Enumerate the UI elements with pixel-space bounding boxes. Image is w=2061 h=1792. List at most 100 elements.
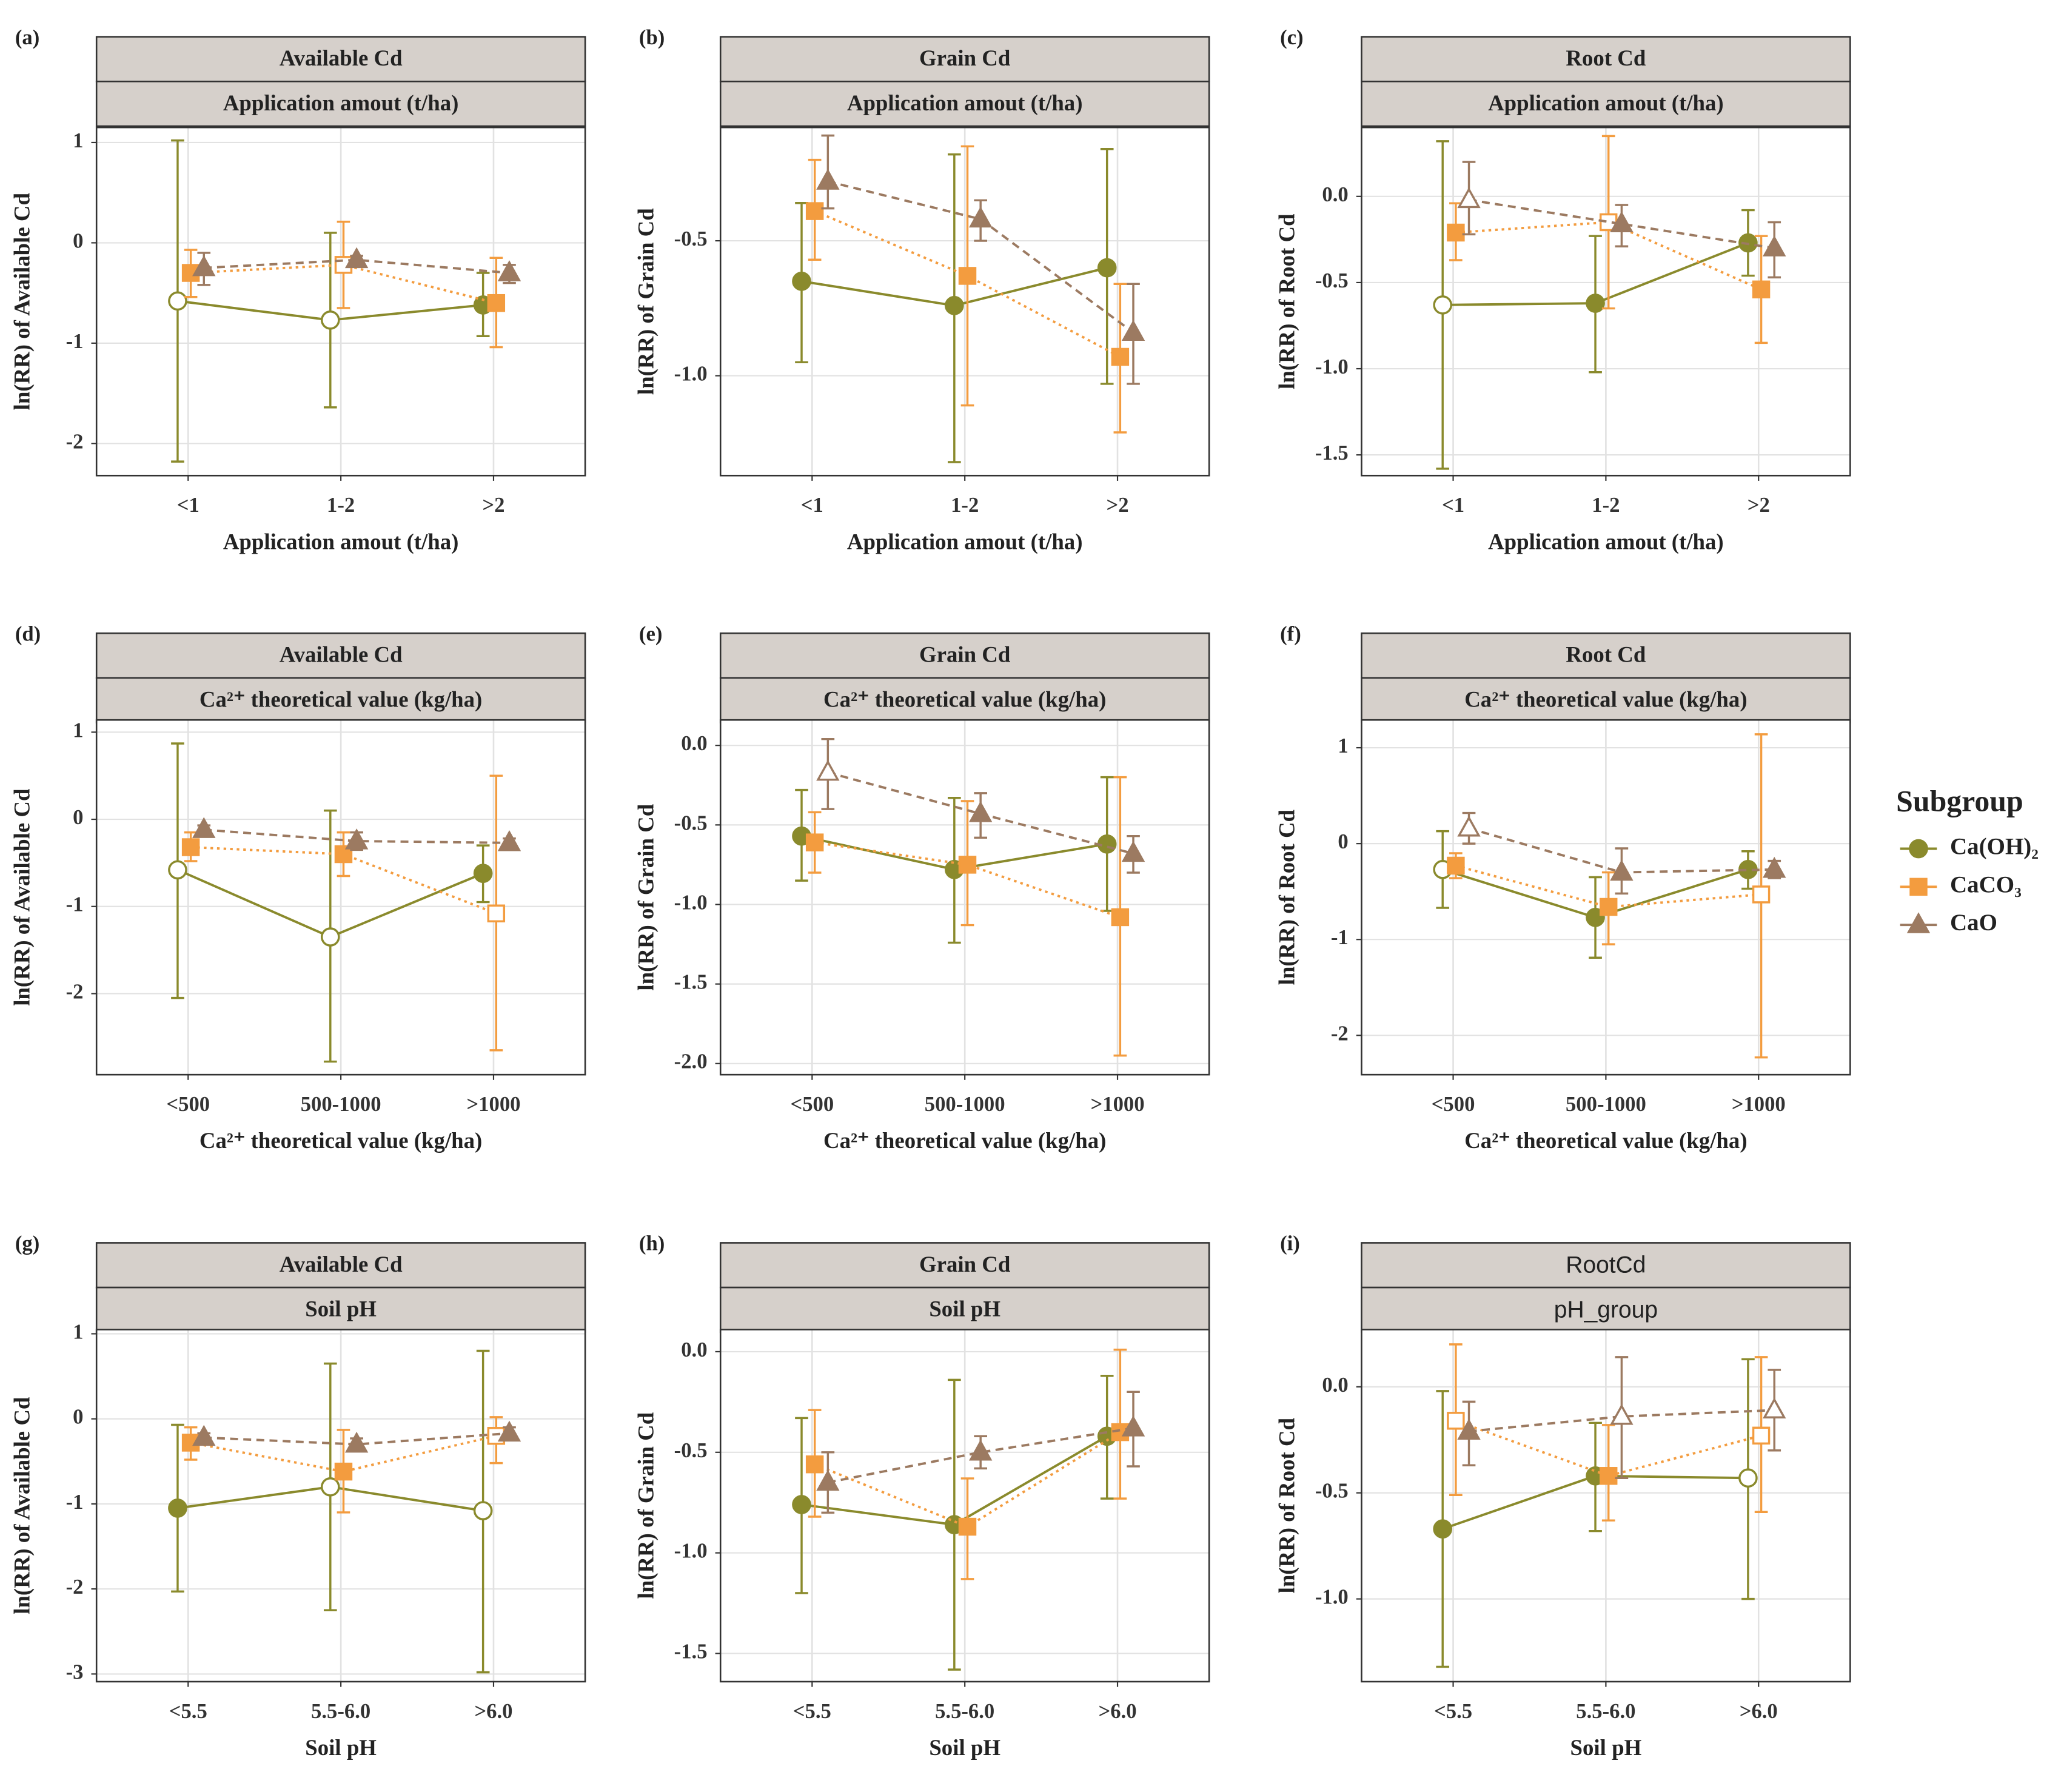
strip (1361, 1242, 1851, 1289)
plot-border (719, 126, 1210, 477)
panel-label: (a) (15, 26, 39, 49)
point (968, 206, 993, 228)
y-tick-label: -1.0 (1315, 355, 1349, 378)
x-tick-label: <5.5 (793, 1700, 831, 1723)
point (816, 169, 840, 190)
x-tick-label: 500-1000 (1566, 1093, 1646, 1116)
strip (95, 36, 586, 82)
point (473, 1501, 493, 1520)
y-tick-label: 0.0 (1322, 183, 1348, 206)
strip (719, 1286, 1210, 1334)
y-tick-label: -1.0 (674, 363, 708, 386)
strip (95, 632, 586, 679)
strip-label: Application amout (t/ha) (1488, 90, 1724, 115)
x-tick-label: 500-1000 (301, 1093, 381, 1116)
x-axis-label: Ca²⁺ theoretical value (kg/ha) (1464, 1128, 1747, 1153)
strip (1361, 36, 1851, 82)
point (1121, 1415, 1145, 1437)
panel-label: (h) (639, 1232, 665, 1255)
x-tick-label: 5.5-6.0 (311, 1700, 370, 1723)
panel-label: (i) (1280, 1232, 1300, 1255)
legend-marker (1909, 839, 1928, 859)
point (1111, 908, 1130, 927)
strip-label: Ca²⁺ theoretical value (kg/ha) (199, 686, 482, 711)
point (816, 1469, 840, 1491)
strip (1361, 81, 1851, 127)
x-tick-label: <1 (177, 494, 199, 517)
point (473, 864, 493, 883)
plot-border (1361, 1329, 1851, 1683)
x-tick-label: >6.0 (1740, 1700, 1778, 1723)
strip (719, 36, 1210, 82)
point (192, 1425, 216, 1446)
point (1457, 1418, 1481, 1440)
x-axis-label: Soil pH (305, 1735, 377, 1760)
point (344, 247, 369, 269)
panel-label: (d) (15, 623, 41, 646)
x-axis-label: Ca²⁺ theoretical value (kg/ha) (199, 1128, 482, 1153)
x-axis-label: Soil pH (929, 1735, 1000, 1760)
x-tick-label: 500-1000 (925, 1093, 1005, 1116)
x-tick-label: <500 (1432, 1093, 1475, 1116)
point (1121, 320, 1145, 341)
y-axis-label: ln(RR) of Root Cd (1275, 1418, 1299, 1594)
x-tick-label: <500 (790, 1093, 834, 1116)
y-tick-label: 1 (73, 1320, 83, 1343)
panel-label: (b) (639, 26, 665, 49)
strip-label: Ca²⁺ theoretical value (kg/ha) (823, 686, 1106, 711)
point (1752, 885, 1771, 904)
point (1599, 1467, 1618, 1485)
strip-label: Root Cd (1566, 45, 1646, 70)
strip-label: Root Cd (1566, 642, 1646, 667)
strip (719, 1242, 1210, 1289)
point (968, 1439, 993, 1461)
legend-label: CaO (1950, 910, 1997, 936)
strip (95, 81, 586, 127)
strip-label: Available Cd (280, 642, 403, 667)
point (168, 860, 187, 880)
plot-border (95, 1329, 586, 1683)
y-tick-label: 1 (73, 129, 83, 152)
point (1599, 898, 1618, 916)
strip-label: pH_group (1554, 1297, 1658, 1323)
x-axis-label: Ca²⁺ theoretical value (kg/ha) (823, 1128, 1106, 1153)
point (1433, 295, 1453, 315)
strip (1361, 632, 1851, 679)
point (1447, 223, 1465, 242)
point (805, 1455, 824, 1474)
strip-label: Available Cd (280, 1252, 403, 1277)
point (181, 838, 200, 856)
point (945, 296, 964, 315)
point (1763, 235, 1786, 257)
x-tick-label: 1-2 (1592, 494, 1620, 517)
x-tick-label: <5.5 (169, 1700, 207, 1723)
point (1433, 1519, 1453, 1539)
x-tick-label: >6.0 (474, 1700, 512, 1723)
y-tick-label: 0 (1338, 830, 1348, 853)
y-tick-label: -1 (66, 330, 84, 353)
plot-border (1361, 126, 1851, 477)
y-axis-label: ln(RR) of Grain Cd (634, 804, 659, 990)
y-tick-label: -2 (66, 1576, 84, 1599)
x-tick-label: 5.5-6.0 (1576, 1700, 1635, 1723)
point (1457, 815, 1481, 837)
x-tick-label: <5.5 (1434, 1700, 1472, 1723)
y-axis-label: ln(RR) of Root Cd (1275, 809, 1299, 985)
y-tick-label: -3 (66, 1660, 84, 1683)
x-tick-label: >1000 (466, 1093, 520, 1116)
y-axis-label: ln(RR) of Available Cd (9, 788, 34, 1006)
x-tick-label: >2 (482, 494, 504, 517)
y-tick-label: 0.0 (1322, 1374, 1348, 1397)
y-tick-label: 0 (73, 806, 83, 829)
x-tick-label: >1000 (1732, 1093, 1786, 1116)
point (1121, 841, 1145, 862)
y-axis-label: ln(RR) of Available Cd (9, 193, 34, 411)
y-tick-label: 0.0 (681, 732, 707, 755)
legend-title: Subgroup (1896, 784, 2023, 817)
point (1457, 187, 1481, 209)
y-tick-label: 1 (1338, 734, 1348, 757)
plot-border (1361, 719, 1851, 1076)
point (968, 801, 993, 822)
x-tick-label: >2 (1106, 494, 1128, 517)
point (1586, 294, 1605, 313)
